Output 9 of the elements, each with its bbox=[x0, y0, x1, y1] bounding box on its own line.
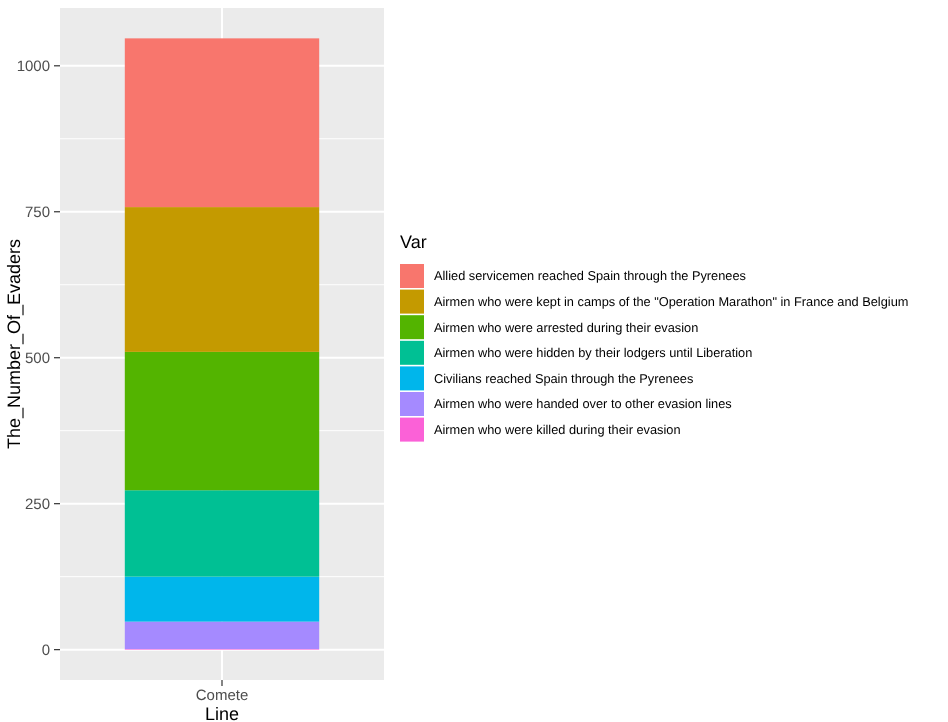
bar bbox=[124, 38, 320, 208]
bar bbox=[124, 207, 320, 352]
bar bbox=[124, 576, 320, 622]
bar bbox=[124, 351, 320, 491]
y-axis-title: The_Number_Of_Evaders bbox=[4, 237, 24, 450]
bar bbox=[124, 621, 320, 650]
bar bbox=[124, 490, 320, 577]
legend-title: Var bbox=[400, 232, 427, 252]
x-axis-title: Line bbox=[204, 704, 240, 722]
